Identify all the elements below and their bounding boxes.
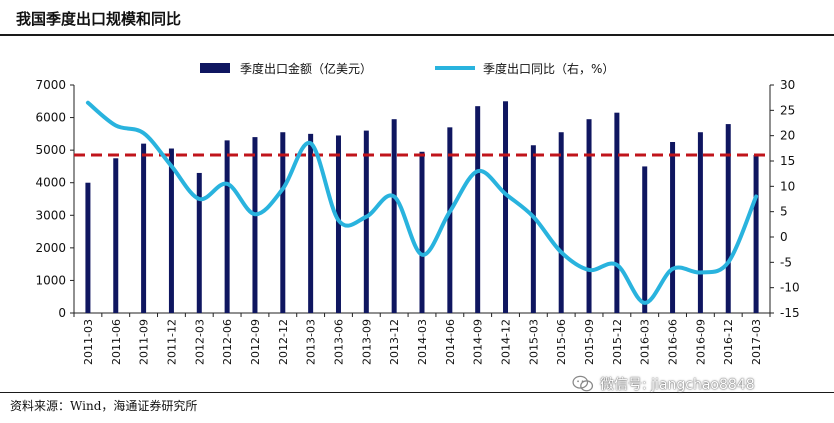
bar [670, 142, 676, 313]
bar-series [85, 101, 759, 314]
x-tick-label: 2014-12 [500, 319, 513, 365]
bar [753, 155, 759, 313]
right-tick-label: 30 [780, 78, 795, 92]
legend-line-label: 季度出口同比（右，%） [483, 61, 614, 76]
right-tick-label: 20 [780, 129, 795, 143]
right-tick-label: 15 [780, 154, 795, 168]
right-tick-label: 5 [780, 205, 788, 219]
bar [503, 101, 509, 314]
bar [196, 172, 202, 313]
left-tick-label: 4000 [35, 176, 66, 190]
bar [252, 137, 258, 313]
x-tick-label: 2014-06 [444, 319, 457, 365]
x-tick-label: 2014-03 [416, 319, 429, 365]
wechat-icon [572, 375, 594, 392]
x-tick-label: 2016-03 [639, 319, 652, 365]
bar [363, 130, 369, 313]
bar [697, 132, 703, 313]
x-tick-label: 2014-09 [472, 319, 485, 365]
watermark: 微信号: jiangchao8848 [572, 374, 755, 394]
x-tick-label: 2015-09 [583, 319, 596, 365]
right-tick-label: -15 [780, 306, 800, 320]
bar [614, 112, 620, 313]
chart-title: 我国季度出口规模和同比 [16, 10, 182, 28]
x-tick-label: 2015-06 [555, 319, 568, 365]
x-tick-label: 2012-06 [221, 319, 234, 365]
x-tick-label: 2016-12 [722, 319, 735, 365]
right-tick-label: -10 [780, 281, 800, 295]
line-series [85, 100, 759, 305]
x-tick-label: 2013-09 [360, 319, 373, 365]
left-tick-label: 1000 [35, 273, 66, 287]
bar [530, 145, 536, 313]
chart: 0 1000 2000 3000 4000 5000 6000 7000 -15 -10 -5 0 5 1… [35, 61, 799, 365]
x-tick-label: 2016-06 [667, 319, 680, 365]
bar [475, 106, 481, 314]
bar [141, 143, 147, 313]
right-tick-label: 0 [780, 230, 788, 244]
x-tick-label: 2016-09 [694, 319, 707, 365]
bar [85, 182, 91, 313]
left-tick-label: 3000 [35, 208, 66, 222]
bar [168, 148, 174, 313]
watermark-text: 微信号: jiangchao8848 [600, 377, 755, 393]
x-tick-label: 2015-12 [611, 319, 624, 365]
left-tick-label: 7000 [35, 78, 66, 92]
source-note: 资料来源：Wind，海通证券研究所 [10, 399, 198, 413]
axes: 0 1000 2000 3000 4000 5000 6000 7000 -15 -10 -5 0 5 1… [35, 78, 799, 365]
x-tick-label: 2012-12 [277, 319, 290, 365]
bar [113, 158, 119, 313]
x-tick-label: 2011-03 [82, 319, 95, 365]
bar [308, 133, 314, 313]
bar [224, 140, 230, 313]
bar [419, 151, 425, 313]
right-tick-label: 25 [780, 103, 795, 117]
legend-bar-label: 季度出口金额（亿美元） [240, 61, 372, 76]
left-tick-label: 6000 [35, 111, 66, 125]
legend: 季度出口金额（亿美元） 季度出口同比（右，%） [200, 61, 614, 76]
left-tick-label: 5000 [35, 143, 66, 157]
left-tick-label: 2000 [35, 241, 66, 255]
bar [642, 166, 648, 313]
x-tick-label: 2013-06 [332, 319, 345, 365]
x-tick-label: 2015-03 [527, 319, 540, 365]
bar [586, 119, 592, 313]
bar [391, 119, 397, 313]
x-tick-label: 2012-03 [193, 319, 206, 365]
left-tick-label: 0 [58, 306, 66, 320]
legend-bar-swatch [200, 63, 230, 73]
x-tick-label: 2013-03 [305, 319, 318, 365]
x-tick-label: 2011-06 [110, 319, 123, 365]
x-tick-label: 2012-09 [249, 319, 262, 365]
right-tick-label: 10 [780, 179, 795, 193]
title-divider [0, 34, 834, 36]
x-tick-label: 2017-03 [750, 319, 763, 365]
bar [725, 124, 731, 313]
bar [280, 132, 286, 313]
bar [558, 132, 564, 313]
footer-divider [0, 392, 834, 393]
x-tick-label: 2011-12 [165, 319, 178, 365]
bar [447, 127, 453, 313]
right-tick-label: -5 [780, 255, 792, 269]
x-tick-label: 2011-09 [138, 319, 151, 365]
x-tick-label: 2013-12 [388, 319, 401, 365]
bar [335, 135, 341, 313]
